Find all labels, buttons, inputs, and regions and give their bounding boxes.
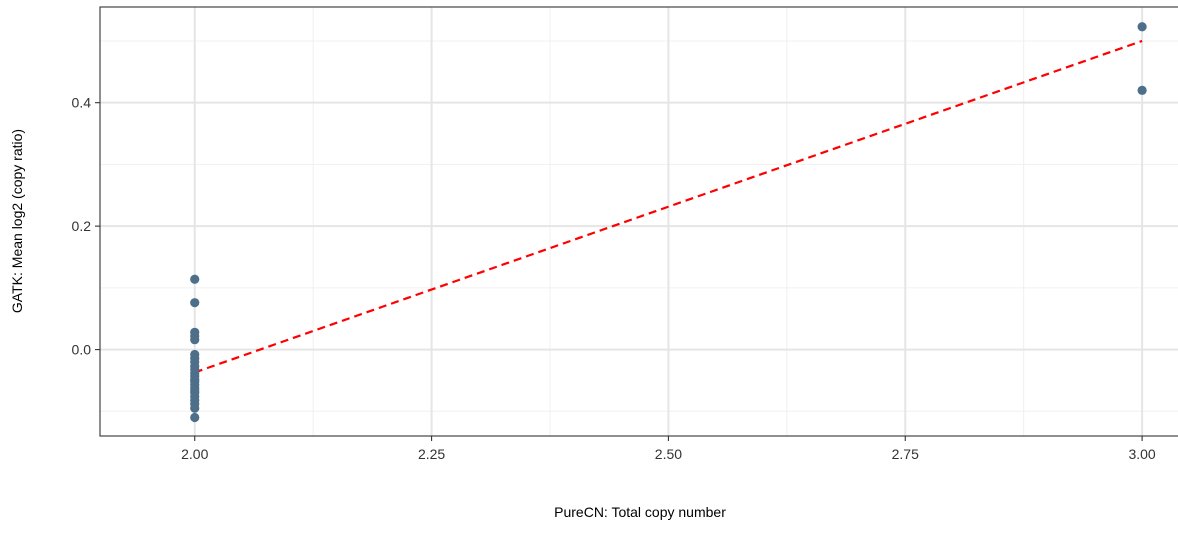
data-point bbox=[190, 412, 200, 423]
grid-lines bbox=[100, 7, 1178, 436]
fit-line bbox=[194, 39, 1143, 374]
axis-ticks-and-labels: 2.00 2.25 2.50 2.75 3.00 0.0 0.2 0.4 bbox=[72, 95, 1156, 462]
x-tick-label: 2.75 bbox=[892, 446, 919, 462]
data-point bbox=[190, 335, 200, 345]
data-points bbox=[190, 22, 1147, 423]
panel-border bbox=[99, 6, 1178, 437]
data-point bbox=[190, 298, 200, 308]
data-point bbox=[1137, 22, 1147, 32]
y-axis-title: GATK: Mean log2 (copy ratio) bbox=[9, 129, 25, 313]
y-tick-label: 0.0 bbox=[72, 342, 92, 358]
data-point bbox=[190, 403, 200, 413]
data-point bbox=[190, 274, 200, 284]
x-tick-label: 3.00 bbox=[1128, 446, 1155, 462]
fit-line-layer bbox=[194, 39, 1143, 374]
y-tick-label: 0.4 bbox=[72, 95, 92, 111]
x-tick-label: 2.50 bbox=[655, 446, 682, 462]
x-tick-label: 2.00 bbox=[181, 446, 208, 462]
data-point bbox=[1137, 85, 1147, 95]
x-axis-title: PureCN: Total copy number bbox=[554, 504, 726, 520]
y-tick-label: 0.2 bbox=[72, 218, 92, 234]
x-tick-label: 2.25 bbox=[418, 446, 445, 462]
